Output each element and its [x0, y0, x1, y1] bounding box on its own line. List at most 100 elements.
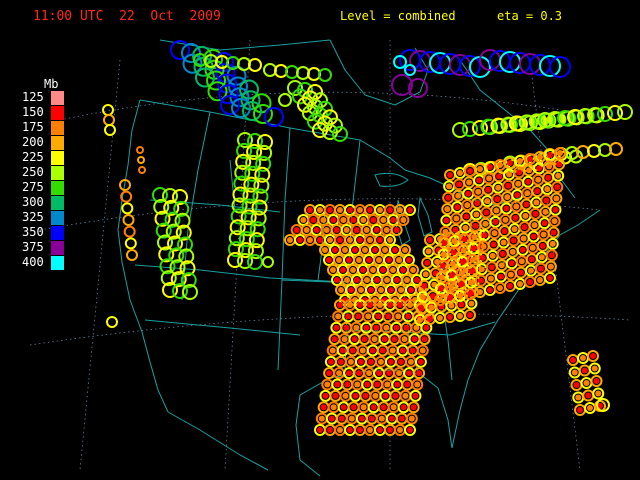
pressure-ring — [124, 237, 137, 250]
pressure-dot — [330, 217, 337, 223]
pressure-dot — [467, 168, 473, 174]
pressure-dot — [449, 260, 456, 267]
pressure-ring — [165, 223, 182, 240]
pressure-dot — [336, 370, 343, 377]
pressure-dot — [380, 404, 387, 411]
pressure-dot — [402, 247, 408, 253]
pressure-dot — [347, 237, 353, 243]
pressure-ring — [253, 104, 273, 124]
pressure-dot — [538, 254, 545, 261]
pressure-dot — [352, 392, 359, 399]
pressure-dot — [423, 324, 430, 331]
pressure-ring — [587, 350, 599, 362]
pressure-ring — [218, 84, 239, 105]
pressure-dot — [570, 357, 576, 363]
pressure-dot — [324, 381, 331, 388]
pressure-ring — [230, 208, 247, 225]
pressure-dot — [452, 226, 459, 233]
pressure-dot — [364, 381, 371, 388]
pressure-dot — [493, 207, 500, 214]
pressure-ring — [245, 154, 262, 171]
pressure-dot — [522, 212, 529, 219]
pressure-dot — [454, 204, 461, 211]
pressure-dot — [407, 358, 414, 365]
pressure-dot — [408, 415, 415, 422]
pressure-ring — [238, 231, 255, 248]
pressure-dot — [339, 347, 346, 354]
pressure-dot — [513, 203, 520, 210]
pressure-ring — [262, 256, 274, 268]
pressure-dot — [477, 277, 484, 284]
pressure-ring — [545, 249, 558, 262]
pressure-dot — [464, 202, 471, 209]
pressure-dot — [353, 227, 360, 233]
pressure-ring — [544, 272, 556, 284]
pressure-dot — [407, 427, 413, 433]
pressure-ring — [227, 241, 244, 258]
pressure-dot — [377, 237, 383, 243]
pressure-dot — [377, 302, 383, 308]
pressure-dot — [317, 237, 323, 243]
pressure-dot — [437, 315, 443, 321]
pressure-dot — [439, 262, 446, 269]
pressure-ring — [391, 74, 413, 96]
pressure-dot — [396, 370, 403, 377]
legend-label-400: 400 — [22, 255, 44, 269]
pressure-dot — [346, 257, 352, 263]
pressure-dot — [456, 181, 463, 188]
pressure-ring — [227, 252, 243, 268]
legend-label-275: 275 — [22, 180, 44, 194]
pressure-ring — [546, 237, 559, 250]
pressure-dot — [357, 358, 364, 365]
legend-label-350: 350 — [22, 225, 44, 239]
pressure-dot — [326, 257, 332, 263]
pressure-dot — [542, 208, 549, 215]
pressure-dot — [287, 237, 293, 243]
pressure-dot — [378, 415, 385, 422]
pressure-dot — [307, 237, 313, 243]
pressure-dot — [473, 211, 480, 218]
pressure-ring — [102, 104, 114, 116]
pressure-dot — [520, 235, 527, 242]
pressure-dot — [347, 302, 353, 308]
pressure-dot — [593, 378, 600, 384]
pressure-dot — [504, 194, 511, 201]
pressure-ring — [182, 53, 203, 74]
pressure-ring — [237, 242, 254, 259]
pressure-dot — [463, 213, 470, 220]
pressure-dot — [310, 217, 317, 223]
pressure-ring — [237, 132, 253, 148]
pressure-dot — [514, 192, 521, 199]
pressure-dot — [541, 220, 548, 227]
pressure-dot — [447, 283, 454, 290]
pressure-dot — [536, 165, 543, 172]
pressure-dot — [382, 392, 389, 399]
pressure-dot — [336, 257, 342, 263]
pressure-dot — [441, 240, 448, 247]
pressure-dot — [468, 300, 475, 307]
pressure-dot — [393, 227, 400, 233]
pressure-markers — [102, 40, 633, 436]
pressure-dot — [400, 404, 407, 411]
legend-swatch-225 — [51, 151, 64, 165]
pressure-ring — [264, 107, 284, 127]
pressure-ring — [180, 272, 197, 289]
pressure-dot — [531, 222, 538, 229]
pressure-dot — [340, 217, 347, 223]
legend-label-125: 125 — [22, 90, 44, 104]
pressure-dot — [371, 336, 378, 343]
legend-label-300: 300 — [22, 195, 44, 209]
pressure-ring — [518, 114, 535, 131]
pressure-dot — [366, 370, 373, 377]
pressure-dot — [401, 336, 408, 343]
pressure-ring — [240, 209, 257, 226]
legend-label-375: 375 — [22, 240, 44, 254]
pressure-ring — [220, 95, 240, 115]
pressure-dot — [547, 152, 553, 158]
legend-label-250: 250 — [22, 165, 44, 179]
pressure-dot — [373, 227, 380, 233]
pressure-dot — [372, 392, 379, 399]
pressure-dot — [487, 287, 493, 293]
pressure-dot — [518, 258, 525, 265]
pressure-dot — [337, 302, 343, 308]
